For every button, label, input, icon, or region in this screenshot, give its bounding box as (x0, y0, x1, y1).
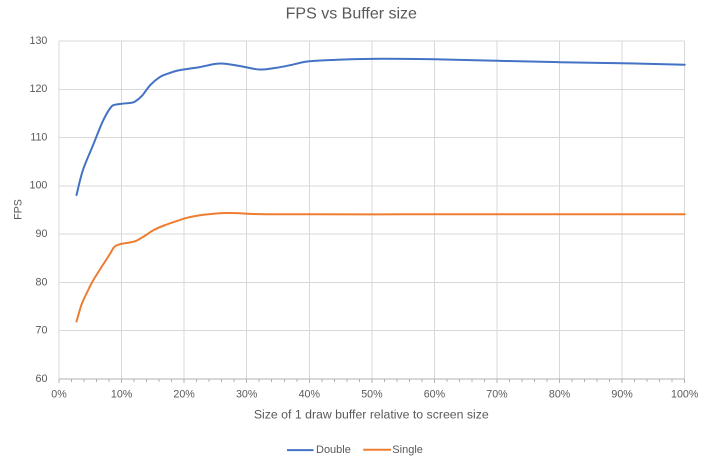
svg-text:110: 110 (30, 131, 47, 143)
svg-text:120: 120 (30, 83, 48, 95)
svg-text:10%: 10% (111, 388, 133, 400)
svg-text:70%: 70% (486, 388, 508, 400)
svg-text:Double: Double (316, 444, 351, 456)
svg-text:50%: 50% (361, 388, 383, 400)
svg-text:0%: 0% (51, 388, 67, 400)
svg-text:90: 90 (36, 228, 48, 240)
svg-text:FPS vs Buffer size: FPS vs Buffer size (286, 6, 417, 23)
svg-text:Single: Single (392, 444, 423, 456)
svg-text:60: 60 (36, 373, 48, 385)
svg-text:40%: 40% (299, 388, 321, 400)
svg-text:80%: 80% (549, 388, 571, 400)
svg-text:60%: 60% (424, 388, 446, 400)
svg-text:FPS: FPS (12, 199, 24, 220)
svg-text:30%: 30% (236, 388, 258, 400)
svg-text:130: 130 (30, 35, 48, 47)
svg-text:20%: 20% (173, 388, 195, 400)
svg-text:80: 80 (36, 276, 48, 288)
svg-text:Size of 1 draw buffer relative: Size of 1 draw buffer relative to screen… (254, 408, 489, 422)
svg-text:100: 100 (30, 180, 48, 192)
svg-text:100%: 100% (671, 388, 699, 400)
svg-text:70: 70 (36, 325, 48, 337)
svg-text:90%: 90% (611, 388, 633, 400)
